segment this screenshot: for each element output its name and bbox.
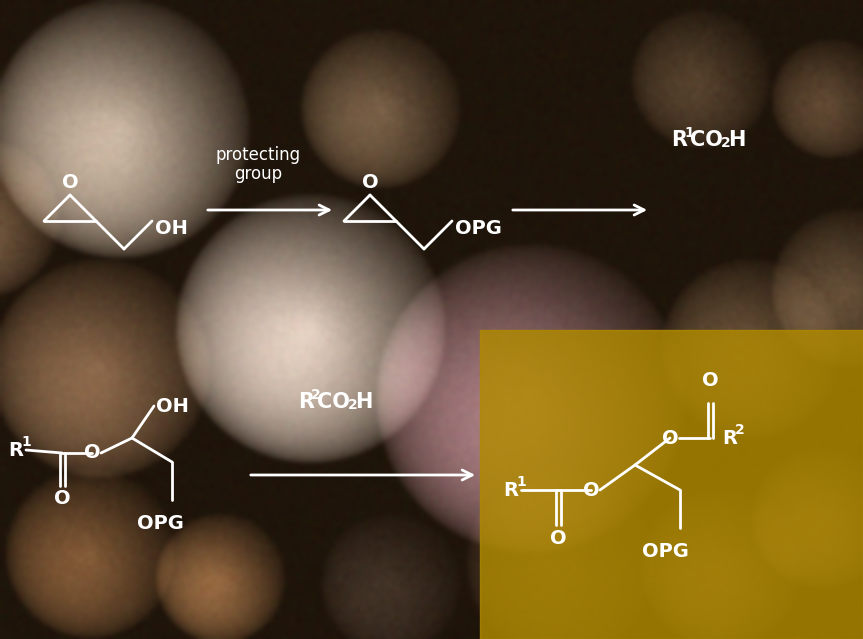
Text: O: O xyxy=(84,443,100,463)
Text: H: H xyxy=(355,392,372,412)
Text: OH: OH xyxy=(156,397,189,415)
Text: O: O xyxy=(583,481,599,500)
Text: H: H xyxy=(728,130,746,150)
Text: O: O xyxy=(662,429,678,447)
Text: 2: 2 xyxy=(348,398,358,412)
Text: 1: 1 xyxy=(684,126,694,140)
Bar xyxy=(480,330,863,639)
Text: 2: 2 xyxy=(721,136,731,150)
Text: R: R xyxy=(8,440,23,459)
Text: OH: OH xyxy=(155,219,188,238)
Text: O: O xyxy=(702,371,718,390)
Text: O: O xyxy=(61,173,79,192)
Text: R: R xyxy=(722,429,737,447)
Text: R: R xyxy=(671,130,687,150)
Text: CO: CO xyxy=(317,392,350,412)
Text: group: group xyxy=(234,165,282,183)
Text: O: O xyxy=(362,173,378,192)
Text: O: O xyxy=(54,489,70,509)
Text: 1: 1 xyxy=(516,475,526,489)
Text: 2: 2 xyxy=(311,388,321,402)
Text: CO: CO xyxy=(690,130,723,150)
Text: R: R xyxy=(503,481,518,500)
Text: 2: 2 xyxy=(735,423,745,437)
Text: O: O xyxy=(550,528,566,548)
Text: OPG: OPG xyxy=(641,542,689,561)
Text: OPG: OPG xyxy=(136,514,184,533)
Text: R: R xyxy=(298,392,314,412)
Text: 1: 1 xyxy=(21,435,31,449)
Text: protecting: protecting xyxy=(216,146,300,164)
Text: OPG: OPG xyxy=(455,219,502,238)
